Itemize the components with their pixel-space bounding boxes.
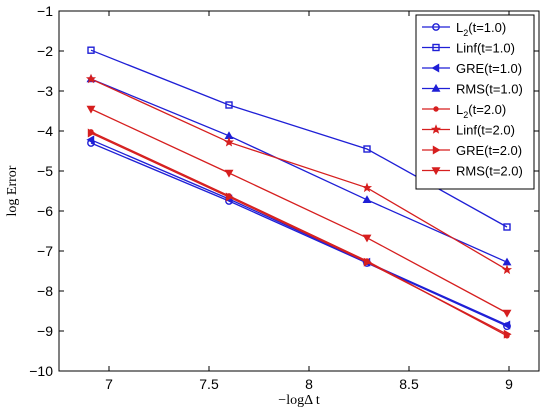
series-5 bbox=[85, 73, 513, 275]
data-point bbox=[86, 105, 96, 114]
ticks-layer: 7 7.5 8 8.5 9 −1 −2 −3 −4 −5 −6 −7 −8 −9 −10 bbox=[29, 3, 539, 392]
legend-label-rest: (t=1.0) bbox=[468, 20, 506, 35]
y-tick-label: −1 bbox=[37, 3, 53, 19]
series-layer bbox=[85, 46, 513, 339]
x-tick-label: 8.5 bbox=[399, 376, 419, 392]
legend-label-main: L bbox=[456, 102, 463, 117]
legend-label: Linf(t=1.0) bbox=[456, 41, 515, 56]
data-point bbox=[86, 135, 95, 145]
series-line bbox=[90, 78, 508, 271]
legend-entry: Linf(t=2.0) bbox=[422, 123, 515, 138]
legend-label-main: L bbox=[456, 20, 463, 35]
legend: L2(t=1.0)Linf(t=1.0)GRE(t=1.0)RMS(t=1.0)… bbox=[415, 14, 535, 190]
y-tick-label: −6 bbox=[37, 203, 53, 219]
legend-marker bbox=[431, 167, 441, 176]
data-point bbox=[503, 223, 511, 231]
x-tick-label: 7 bbox=[105, 376, 113, 392]
y-tick-label: −8 bbox=[37, 283, 53, 299]
legend-entry: GRE(t=1.0) bbox=[422, 61, 522, 76]
series-line bbox=[90, 139, 508, 326]
legend-marker bbox=[432, 23, 440, 31]
series-6 bbox=[87, 128, 512, 339]
legend-marker bbox=[432, 43, 440, 52]
y-tick-label: −7 bbox=[37, 243, 53, 259]
x-tick-label: 8 bbox=[305, 376, 313, 392]
data-point bbox=[362, 234, 372, 243]
series-line bbox=[90, 108, 508, 314]
data-point bbox=[223, 136, 235, 147]
legend-label: GRE(t=1.0) bbox=[456, 61, 522, 76]
legend-label-main: Linf(t=2.0) bbox=[456, 123, 515, 138]
legend-entry: Linf(t=1.0) bbox=[422, 41, 515, 56]
legend-marker bbox=[431, 83, 441, 92]
y-tick-label: −10 bbox=[29, 363, 53, 379]
legend-marker bbox=[433, 106, 439, 112]
legend-label-main: GRE(t=1.0) bbox=[456, 61, 522, 76]
legend-label: RMS(t=1.0) bbox=[456, 82, 523, 97]
data-point bbox=[362, 195, 372, 203]
legend-label: GRE(t=2.0) bbox=[456, 143, 522, 158]
x-tick-label: 9 bbox=[505, 376, 513, 392]
y-axis-label: log Error bbox=[5, 165, 20, 216]
legend-label-main: RMS(t=1.0) bbox=[456, 82, 523, 97]
y-tick-label: −3 bbox=[37, 83, 53, 99]
y-tick-label: −9 bbox=[37, 323, 53, 339]
data-point bbox=[502, 320, 511, 330]
legend-label-subscript: 2 bbox=[463, 110, 468, 120]
legend-label-rest: (t=2.0) bbox=[468, 102, 506, 117]
data-point bbox=[85, 73, 97, 84]
data-point bbox=[361, 182, 373, 193]
legend-label-subscript: 2 bbox=[463, 28, 468, 38]
legend-label: Linf(t=2.0) bbox=[456, 123, 515, 138]
series-line bbox=[90, 132, 508, 335]
data-point bbox=[503, 329, 512, 339]
legend-entry: RMS(t=2.0) bbox=[422, 164, 523, 179]
legend-marker bbox=[432, 145, 441, 155]
series-line bbox=[90, 142, 508, 327]
legend-marker bbox=[430, 124, 442, 134]
series-line bbox=[90, 78, 508, 263]
data-point bbox=[225, 192, 234, 202]
series-7 bbox=[86, 105, 512, 318]
data-point bbox=[87, 128, 96, 138]
data-point bbox=[501, 264, 513, 275]
legend-entry: L2(t=2.0) bbox=[422, 102, 506, 120]
legend-entry: GRE(t=2.0) bbox=[422, 143, 522, 158]
legend-label-main: GRE(t=2.0) bbox=[456, 143, 522, 158]
legend-label: L2(t=1.0) bbox=[456, 20, 506, 38]
y-tick-label: −4 bbox=[37, 123, 53, 139]
legend-label: RMS(t=2.0) bbox=[456, 164, 523, 179]
x-axis-label: −logΔ t bbox=[278, 393, 320, 408]
data-point bbox=[225, 101, 233, 109]
data-point bbox=[363, 257, 372, 267]
y-tick-label: −5 bbox=[37, 163, 53, 179]
legend-label-main: RMS(t=2.0) bbox=[456, 164, 523, 179]
data-point bbox=[87, 46, 95, 54]
legend-label-main: Linf(t=1.0) bbox=[456, 41, 515, 56]
data-point bbox=[363, 145, 371, 153]
y-tick-label: −2 bbox=[37, 43, 53, 59]
legend-entry: RMS(t=1.0) bbox=[422, 82, 523, 97]
data-point bbox=[224, 169, 234, 178]
legend-entry: L2(t=1.0) bbox=[422, 20, 506, 38]
data-point bbox=[502, 309, 512, 318]
legend-label: L2(t=2.0) bbox=[456, 102, 506, 120]
x-tick-label: 7.5 bbox=[199, 376, 219, 392]
legend-marker bbox=[431, 63, 440, 73]
